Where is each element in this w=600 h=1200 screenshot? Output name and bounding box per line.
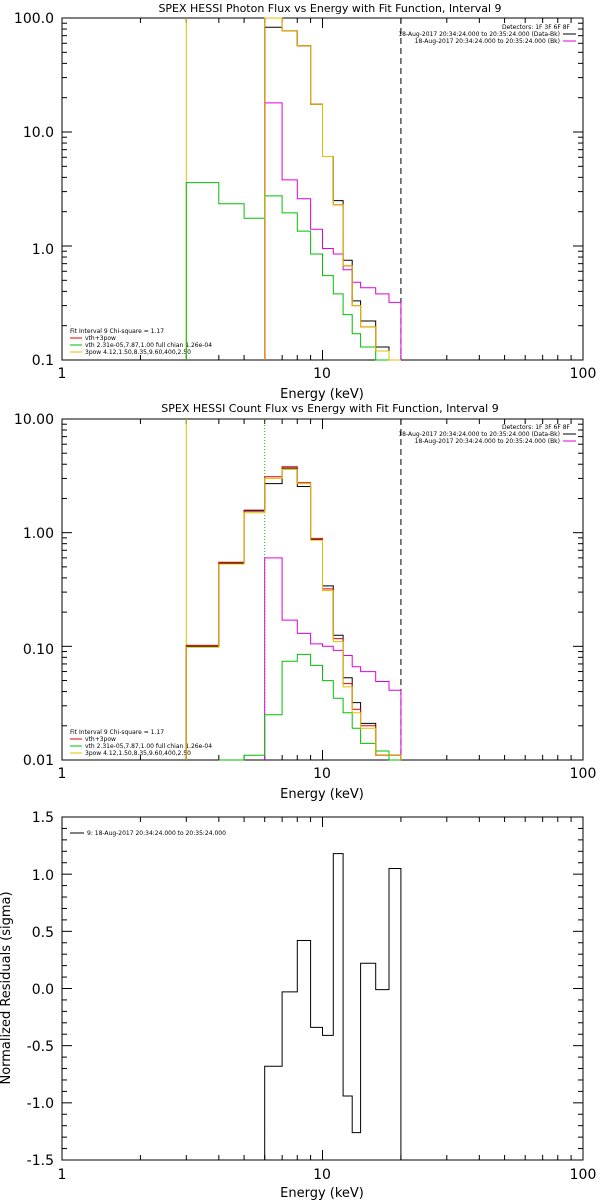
residuals-y-tick-label: -0.5 [27,1039,54,1055]
residuals-y-tick-label: 0.5 [32,925,54,941]
residuals-legend: 9: 18-Aug-2017 20:34:24.000 to 20:35:24.… [70,830,226,837]
residuals-y-tick-label: -1.5 [27,1153,54,1169]
count-flux-x-tick-label: 10 [313,766,331,782]
photon-flux-x-tick-label: 1 [58,366,67,382]
count-flux-y-tick-label: 10.00 [14,412,54,428]
residuals-plot-frame [61,816,584,1161]
count-flux-x-axis-label: Energy (keV) [280,787,364,802]
photon-flux-legend-detectors: Detectors: 1F 3F 6F 8F [502,24,571,31]
count-flux-legend-detectors: Detectors: 1F 3F 6F 8F [502,424,571,431]
photon-flux-series [61,17,583,361]
count-flux-series-3pow [185,468,402,760]
photon-flux-legend-fit-interval: Fit Interval 9 Chi-square = 1.17 [70,328,164,335]
photon-flux-x-tick-label: 10 [313,366,331,382]
photon-flux-legend-vth: vth 2.31e-05,7.87,1.00 full chian 1.26e-… [85,342,212,349]
residuals-series [61,816,583,1161]
photon-flux-plot-frame [61,17,584,361]
residuals-legend-label: 9: 18-Aug-2017 20:34:24.000 to 20:35:24.… [87,830,226,837]
residuals-series-9-18-aug-2017-20-34-24-000-to-20-35-24-000 [264,853,402,1160]
photon-flux-legend-data-bk: 18-Aug-2017 20:34:24.000 to 20:35:24.000… [398,31,560,38]
count-flux-legend-top-right: Detectors: 1F 3F 6F 8F 18-Aug-2017 20:34… [398,424,576,445]
residuals-y-tick-label: 0.0 [32,982,54,998]
count-flux-y-ticks: 0.01 0.10 1.00 10.00 [14,412,54,769]
count-flux-y-tick-label: 0.01 [23,753,54,769]
photon-flux-series-bk [264,102,402,360]
count-flux-legend-bk: 18-Aug-2017 20:34:24.000 to 20:35:24.000… [415,438,560,445]
count-flux-legend-bottom-left: Fit Interval 9 Chi-square = 1.17 vth+3po… [70,729,212,757]
photon-flux-y-tick-label: 10.0 [23,125,54,141]
residuals-x-tick-label: 1 [58,1167,67,1183]
photon-flux-legend-top-right: Detectors: 1F 3F 6F 8F 18-Aug-2017 20:34… [398,24,576,45]
count-flux-x-ticks: 1 10 100 [58,766,597,782]
residuals-y-axis-label: Normalized Residuals (sigma) [0,891,14,1084]
residuals-panel: 1 10 100 -1.5 -1.0 -0.5 0.0 0.5 1.0 1.5 … [0,810,596,1200]
count-flux-legend-fit-interval: Fit Interval 9 Chi-square = 1.17 [70,729,164,736]
count-flux-series-vth [218,653,401,761]
residuals-x-tick-label: 100 [570,1167,597,1183]
residuals-y-ticks: -1.5 -1.0 -0.5 0.0 0.5 1.0 1.5 [27,810,54,1169]
photon-flux-x-ticks: 1 10 100 [58,366,597,382]
count-flux-series-bk [264,557,402,760]
count-flux-y-tick-label: 1.00 [23,526,54,542]
count-flux-title: SPEX HESSI Count Flux vs Energy with Fit… [161,402,498,415]
count-flux-legend-data-bk: 18-Aug-2017 20:34:24.000 to 20:35:24.000… [398,431,560,438]
photon-flux-legend-bottom-left: Fit Interval 9 Chi-square = 1.17 vth+3po… [70,328,212,356]
photon-flux-series-3pow [264,17,401,361]
count-flux-legend-vth: vth 2.31e-05,7.87,1.00 full chian 1.26e-… [85,743,212,750]
count-flux-series [61,419,583,761]
residuals-x-axis-label: Energy (keV) [280,1186,364,1200]
photon-flux-y-tick-label: 1.0 [32,242,54,258]
photon-flux-y-ticks: 0.1 1.0 10.0 100.0 [14,11,54,369]
residuals-y-tick-label: 1.0 [32,868,54,884]
count-flux-x-tick-label: 1 [58,766,67,782]
photon-flux-legend-vth-3pow: vth+3pow [85,335,116,342]
residuals-y-tick-label: 1.5 [32,810,54,826]
photon-flux-legend-bk: 18-Aug-2017 20:34:24.000 to 20:35:24.000… [415,38,560,45]
photon-flux-y-tick-label: 100.0 [14,11,54,27]
count-flux-legend-vth-3pow: vth+3pow [85,736,116,743]
photon-flux-x-tick-label: 100 [570,366,597,382]
photon-flux-panel: SPEX HESSI Photon Flux vs Energy with Fi… [14,2,596,402]
photon-flux-y-tick-label: 0.1 [32,353,54,369]
count-flux-x-tick-label: 100 [570,766,597,782]
photon-flux-series-vth [185,182,401,361]
count-flux-y-tick-label: 0.10 [23,642,54,658]
residuals-x-tick-label: 10 [313,1167,331,1183]
residuals-x-ticks: 1 10 100 [58,1167,597,1183]
photon-flux-title: SPEX HESSI Photon Flux vs Energy with Fi… [158,2,501,15]
photon-flux-legend-3pow: 3pow 4.12,1.50,8.35,9.60,400,2.50 [85,349,191,356]
count-flux-legend-3pow: 3pow 4.12,1.50,8.35,9.60,400,2.50 [85,750,191,757]
residuals-y-tick-label: -1.0 [27,1096,54,1112]
count-flux-panel: SPEX HESSI Count Flux vs Energy with Fit… [14,402,596,802]
photon-flux-x-axis-label: Energy (keV) [280,387,364,402]
